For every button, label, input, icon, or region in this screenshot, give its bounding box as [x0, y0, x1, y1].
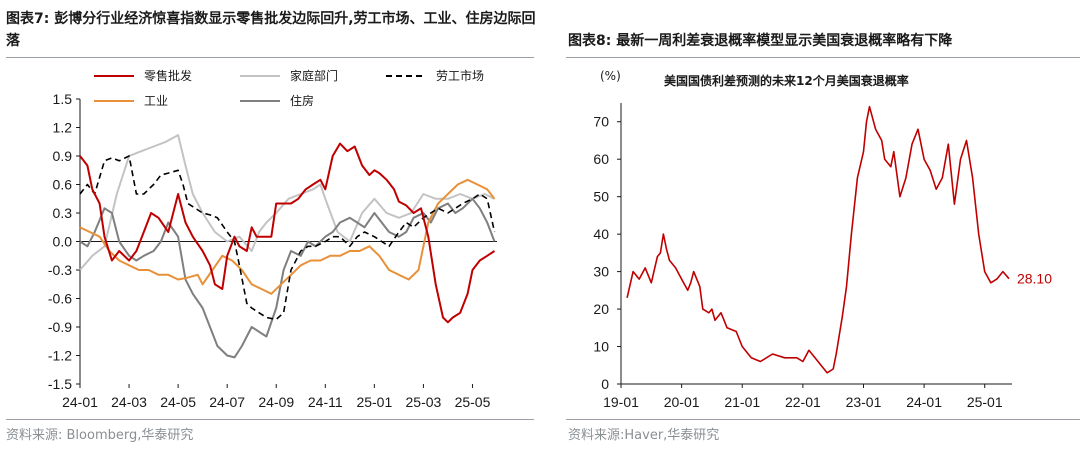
right-title-rule	[566, 57, 1080, 58]
right-y-tick-label: 0	[601, 376, 609, 392]
right-source-rule	[566, 419, 1080, 420]
left-y-tick-label: -0.6	[48, 291, 72, 307]
left-y-tick-label: -0.9	[48, 319, 72, 335]
left-x-tick-label: 24-05	[160, 394, 196, 410]
left-source-rule	[6, 419, 534, 420]
left-x-tick-label: 24-11	[308, 394, 343, 410]
right-plot-title: 美国国债利差预测的未来12个月美国衰退概率	[664, 73, 909, 88]
series-line-household	[79, 134, 495, 271]
right-x-tick-label: 23-01	[846, 394, 882, 410]
right-y-unit-label: (%)	[600, 69, 621, 83]
left-x-tick-label: 24-03	[111, 394, 147, 410]
left-y-tick-label: 1.2	[53, 120, 73, 136]
left-source-note: 资料来源: Bloomberg,华泰研究	[6, 428, 194, 443]
left-y-tick-label: 0.3	[53, 205, 73, 221]
right-recession-probability-chart: 0 10 20 30 40 50 60 70 19-01 20-01 21-01 22-01 23-01…	[593, 69, 1052, 410]
right-x-tick-label: 25-01	[967, 394, 1003, 410]
right-y-tick-label: 30	[593, 264, 609, 280]
legend-label-household: 家庭部门	[290, 68, 338, 83]
last-value-label: 28.10	[1017, 271, 1052, 287]
left-y-tick-label: 0.6	[53, 177, 73, 193]
right-y-tick-label: 70	[593, 114, 609, 130]
left-x-tick-label: 25-01	[356, 394, 392, 410]
left-x-tick-label: 25-05	[455, 394, 491, 410]
right-y-tick-label: 50	[593, 189, 609, 205]
right-y-tick-label: 10	[593, 339, 609, 355]
right-x-tick-label: 19-01	[603, 394, 639, 410]
right-x-tick-label: 20-01	[664, 394, 700, 410]
legend-label-housing: 住房	[290, 93, 314, 108]
right-y-tick-label: 40	[593, 226, 609, 242]
left-y-tick-label: 0.9	[53, 148, 73, 164]
series-line-retail	[79, 142, 496, 324]
right-y-tick-label: 60	[593, 151, 609, 167]
left-y-tick-label: -0.3	[48, 262, 72, 278]
right-chart-title: 图表8: 最新一周利差衰退概率模型显示美国衰退概率略有下降	[568, 33, 953, 49]
left-x-tick-label: 24-09	[258, 394, 294, 410]
left-surprise-index-chart: 1.5 1.2 0.9 0.6 0.3 0.0 -0.3 -0.6 -0.9 -1.2 -1.5 24…	[48, 68, 497, 410]
series-line-housing	[79, 197, 496, 359]
right-x-tick-label: 24-01	[906, 394, 942, 410]
right-x-tick-label: 21-01	[724, 394, 760, 410]
left-y-tick-label: 1.5	[53, 91, 73, 107]
left-x-tick-label: 24-07	[209, 394, 245, 410]
left-chart-title: 图表7: 彭博分行业经济惊喜指数显示零售批发边际回升,劳工市场、工业、住房边际回…	[6, 11, 536, 49]
right-x-tick-label: 22-01	[785, 394, 821, 410]
legend-label-labor: 劳工市场	[436, 68, 484, 83]
legend-label-retail: 零售批发	[144, 68, 192, 83]
left-x-tick-label: 25-03	[406, 394, 442, 410]
left-x-tick-label: 24-01	[62, 394, 98, 410]
series-line-recession	[626, 105, 1010, 374]
left-title-rule	[6, 57, 534, 58]
left-y-tick-label: 0.0	[53, 234, 73, 250]
series-line-labor	[79, 155, 496, 321]
legend-label-industry: 工业	[144, 94, 168, 108]
right-source-note: 资料来源:Haver,华泰研究	[568, 428, 720, 443]
right-y-tick-label: 20	[593, 301, 609, 317]
left-y-tick-label: -1.5	[48, 376, 72, 392]
left-y-tick-label: -1.2	[48, 348, 72, 364]
